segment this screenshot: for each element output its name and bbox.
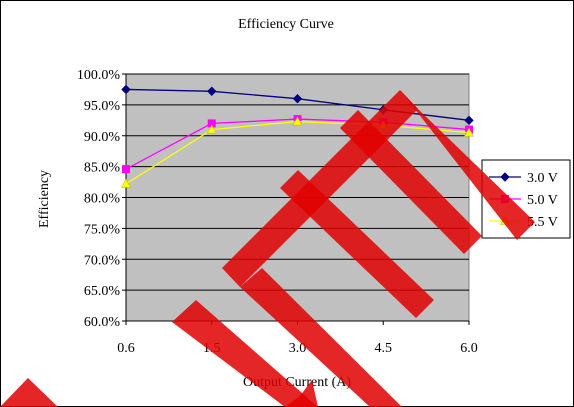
data-point	[120, 178, 132, 188]
x-tick-label: 3.0	[289, 341, 307, 356]
watermark-stroke	[172, 300, 318, 407]
watermark-stroke	[0, 378, 58, 407]
y-tick-label: 95.0%	[84, 99, 121, 114]
x-tick-label: 4.5	[375, 341, 393, 356]
y-tick-label: 100.0%	[77, 68, 121, 83]
x-tick-label: 6.0	[460, 341, 478, 356]
y-tick-label: 75.0%	[84, 222, 121, 237]
y-tick-label: 90.0%	[84, 130, 121, 145]
watermark-stroke	[400, 90, 535, 240]
legend-label: 3.0 V	[527, 171, 558, 186]
data-point	[463, 127, 475, 137]
legend-label: 5.5 V	[527, 215, 558, 230]
data-point	[464, 115, 474, 126]
y-tick-label: 85.0%	[84, 161, 121, 176]
legend-marker	[500, 172, 510, 182]
y-tick-label: 60.0%	[84, 315, 121, 330]
data-point	[292, 93, 303, 104]
data-point	[207, 86, 217, 96]
data-point	[122, 165, 130, 174]
watermark-stroke	[285, 380, 318, 407]
x-tick-label: 0.6	[117, 341, 135, 356]
data-point	[206, 124, 217, 134]
data-point	[292, 116, 303, 126]
y-tick-label: 80.0%	[84, 192, 121, 207]
watermark-stroke	[340, 110, 482, 254]
y-axis-label: Efficiency	[37, 170, 52, 228]
watermark-stroke	[280, 170, 434, 318]
y-tick-label: 70.0%	[84, 253, 121, 268]
chart-title: Efficiency Curve	[238, 17, 334, 32]
legend-label: 5.0 V	[527, 193, 558, 208]
watermark	[0, 90, 535, 407]
watermark-stroke	[240, 268, 402, 407]
y-tick-label: 65.0%	[84, 284, 121, 299]
data-point	[121, 84, 131, 95]
